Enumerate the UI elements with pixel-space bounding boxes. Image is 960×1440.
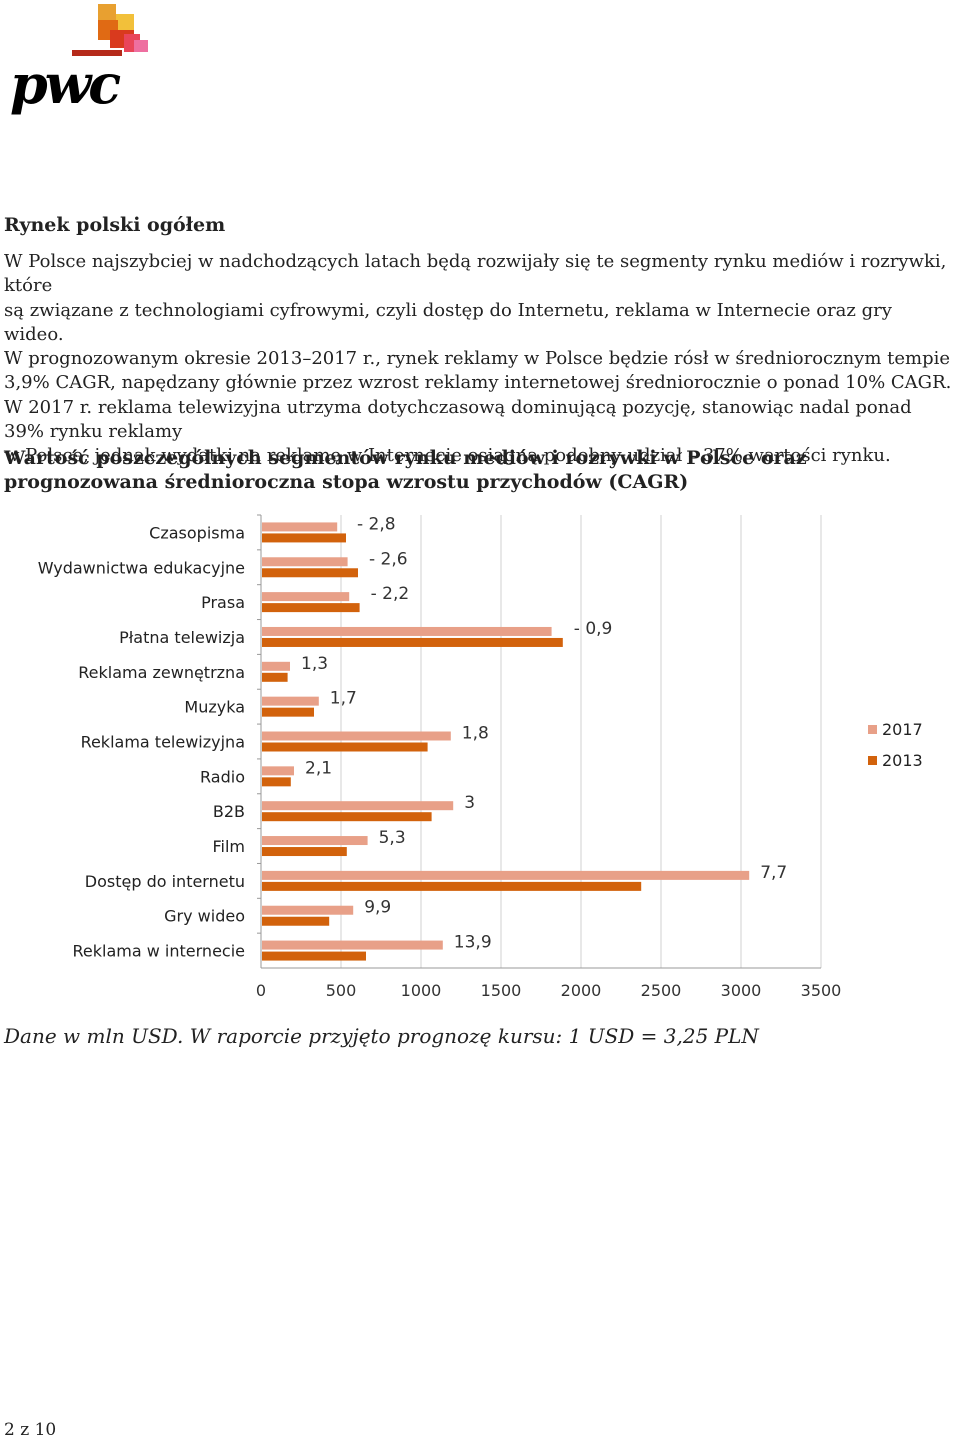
bar-2017 — [262, 626, 552, 636]
bar-2017 — [262, 592, 350, 602]
x-tick-label: 0 — [256, 981, 266, 1000]
category-label: Dostęp do internetu — [85, 872, 245, 891]
chart-title-line: Wartość poszczególnych segmentów rynku m… — [4, 447, 807, 469]
paragraph-line: które — [4, 275, 53, 297]
category-label: Płatna telewizja — [119, 628, 245, 647]
bar-2017 — [262, 661, 290, 671]
category-label: Reklama zewnętrzna — [78, 663, 245, 682]
bar-2013 — [262, 637, 563, 647]
chart-title: Wartość poszczególnych segmentów rynku m… — [4, 446, 954, 494]
category-label: Prasa — [201, 593, 245, 612]
category-label: Wydawnictwa edukacyjne — [38, 558, 245, 577]
category-label: Czasopisma — [149, 523, 245, 542]
legend-swatch — [868, 725, 877, 734]
x-tick-label: 3000 — [721, 981, 762, 1000]
cagr-label: 2,1 — [305, 758, 332, 778]
bar-2013 — [262, 672, 288, 682]
bar-2013 — [262, 881, 642, 891]
bar-2017 — [262, 801, 454, 811]
x-tick-label: 3500 — [801, 981, 842, 1000]
paragraph-line: w Polsce, jednak wydatki na reklamę w In… — [4, 445, 891, 467]
category-label: Radio — [200, 767, 245, 786]
cagr-label: 13,9 — [454, 933, 492, 953]
x-tick-label: 500 — [326, 981, 357, 1000]
section-title: Rynek polski ogółem — [4, 214, 226, 236]
category-label: Reklama telewizyjna — [81, 733, 245, 752]
x-tick-label: 2500 — [641, 981, 682, 1000]
bar-2017 — [262, 557, 348, 567]
bar-2013 — [262, 812, 432, 822]
pwc-logo-text: pwc — [10, 52, 121, 116]
paragraph-line: 39% rynku reklamy — [4, 421, 183, 443]
cagr-label: 1,3 — [301, 654, 328, 674]
bar-2017 — [262, 905, 354, 915]
legend-swatch — [868, 756, 877, 765]
legend-label: 2013 — [882, 751, 923, 770]
bar-2013 — [262, 847, 347, 857]
cagr-label: 3 — [464, 793, 475, 813]
cagr-label: 7,7 — [760, 863, 787, 883]
cagr-label: - 0,9 — [574, 619, 613, 639]
category-label: Film — [212, 837, 245, 856]
bar-2013 — [262, 707, 314, 717]
cagr-label: - 2,6 — [369, 549, 408, 569]
bar-2017 — [262, 940, 443, 950]
category-label: B2B — [213, 802, 245, 821]
pwc-logo — [72, 4, 148, 56]
bar-2013 — [262, 777, 291, 787]
cagr-label: 5,3 — [379, 828, 406, 848]
x-tick-label: 1000 — [401, 981, 442, 1000]
x-tick-label: 2000 — [561, 981, 602, 1000]
bar-2013 — [262, 951, 366, 961]
segments-bar-chart: 0 500 1000 1500 2000 2500 3000 3500 Czasopisma - … — [38, 514, 923, 1000]
bar-2013 — [262, 916, 330, 926]
paragraph-line: 3,9% CAGR, napędzany głównie przez wzros… — [4, 372, 952, 394]
paragraph-line: są związane z technologiami cyfrowymi, c… — [4, 299, 892, 345]
currency-note: Dane w mln USD. W raporcie przyjęto prog… — [4, 1024, 759, 1048]
bar-2017 — [262, 522, 338, 532]
page-number: 2 z 10 — [4, 1420, 57, 1440]
paragraph-line: W 2017 r. reklama telewizyjna utrzyma do… — [4, 396, 912, 418]
cagr-label: 9,9 — [364, 898, 391, 918]
chart-title-line: prognozowana średnioroczna stopa wzrostu… — [4, 471, 689, 493]
category-label: Gry wideo — [164, 907, 245, 926]
category-label: Muzyka — [184, 698, 245, 717]
cagr-label: 1,8 — [462, 724, 489, 744]
bar-2013 — [262, 742, 428, 752]
bar-2013 — [262, 568, 358, 578]
legend-label: 2017 — [882, 720, 923, 739]
bar-2017 — [262, 870, 750, 880]
intro-paragraph: W Polsce najszybciej w nadchodzących lat… — [4, 250, 954, 469]
bar-2013 — [262, 533, 346, 543]
bar-2013 — [262, 603, 360, 613]
cagr-label: - 2,2 — [371, 584, 410, 604]
bar-2017 — [262, 731, 451, 741]
cagr-label: - 2,8 — [357, 514, 396, 534]
bar-2017 — [262, 766, 294, 776]
bar-2017 — [262, 696, 319, 706]
paragraph-line: W Polsce najszybciej w nadchodzących lat… — [4, 251, 947, 272]
bar-2017 — [262, 836, 368, 846]
paragraph-line: W prognozowanym okresie 2013–2017 r., ry… — [4, 348, 951, 370]
cagr-label: 1,7 — [330, 689, 357, 709]
category-label: Reklama w internecie — [73, 942, 245, 961]
x-tick-label: 1500 — [481, 981, 522, 1000]
